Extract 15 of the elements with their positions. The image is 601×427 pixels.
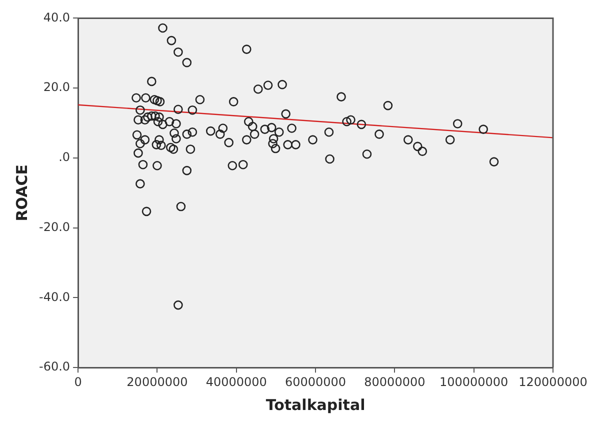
x-axis-title: Totalkapital [266,396,366,414]
x-tick-label: 40000000 [206,374,267,389]
x-tick-label: 100000000 [439,374,508,389]
x-tick-label: 60000000 [284,374,346,389]
y-axis-title: ROACE [12,164,31,222]
y-tick-label: 40.0 [43,10,70,24]
y-tick-label: 20.0 [43,80,70,94]
y-tick-label: .0 [58,150,70,164]
x-tick-label: 20000000 [126,374,188,389]
x-tick-label: 120000000 [518,374,588,389]
y-tick-label: -40.0 [38,290,70,304]
y-tick-label: -60.0 [38,360,70,374]
y-tick-label: -20.0 [38,220,70,234]
x-tick-label: 0 [74,374,82,389]
x-tick-label: 80000000 [364,374,426,389]
